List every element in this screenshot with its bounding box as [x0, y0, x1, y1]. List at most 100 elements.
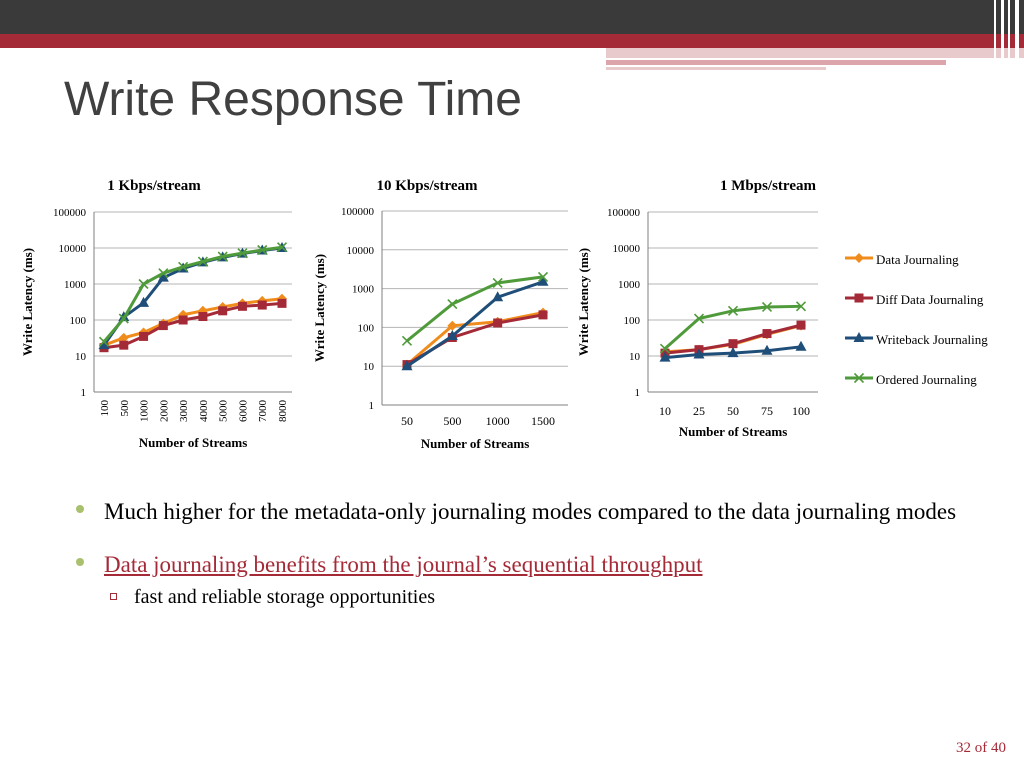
y-tick-label: 100000 — [607, 207, 641, 219]
bullet-list: Much higher for the metadata-only journa… — [76, 494, 976, 612]
legend-marker — [845, 332, 873, 342]
data-point — [138, 296, 150, 307]
legend-item: Data Journaling — [844, 246, 1024, 286]
series-group — [401, 271, 549, 346]
x-tick-label: 8000 — [277, 400, 289, 423]
y-tick-label: 1000 — [64, 279, 87, 291]
data-point — [537, 271, 549, 282]
data-point — [98, 339, 110, 350]
data-point — [761, 301, 773, 313]
series-line — [406, 311, 544, 366]
data-point — [493, 318, 503, 328]
bullet-item: Data journaling benefits from the journa… — [76, 547, 976, 582]
data-point — [727, 305, 739, 316]
data-point — [492, 277, 503, 288]
x-tick-label: 50 — [401, 414, 413, 428]
data-point — [237, 248, 248, 259]
data-point — [761, 344, 773, 355]
accent-stripe — [606, 67, 826, 70]
decorative-lines — [990, 0, 1024, 70]
data-point — [276, 242, 288, 253]
chart-1mbps: 1 Mbps/stream 1 10 100 1000 10000 100000 10 25 50… — [576, 178, 818, 439]
bullet-text: Data journaling benefits from the journa… — [104, 552, 703, 577]
sub-bullet-square-icon — [110, 593, 117, 600]
chart-title: 10 Kbps/stream — [377, 178, 478, 194]
legend-marker — [845, 372, 873, 384]
series-group — [659, 340, 807, 362]
series-line — [406, 275, 544, 343]
legend-item: Writeback Journaling — [844, 326, 1024, 366]
x-tick-label: 2000 — [158, 400, 170, 423]
chart-1kbps: 1 Kbps/stream 1 10 100 1000 10000 100000 100 500… — [20, 178, 292, 450]
y-tick-label: 10000 — [613, 243, 641, 255]
data-point — [796, 320, 806, 330]
series-line — [103, 301, 283, 350]
x-tick-label: 1000 — [486, 414, 510, 428]
data-point — [795, 340, 807, 351]
data-point — [197, 256, 208, 267]
x-tick-label: 4000 — [198, 400, 210, 423]
x-axis-label: Number of Streams — [679, 424, 788, 439]
data-point — [157, 271, 169, 282]
sub-bullet-text: fast and reliable storage opportunities — [134, 586, 436, 608]
data-point — [118, 313, 129, 324]
x-tick-label: 7000 — [257, 400, 269, 423]
x-tick-label: 500 — [119, 400, 131, 417]
series-group — [98, 242, 288, 347]
data-point — [795, 301, 807, 312]
y-tick-label: 10 — [629, 351, 641, 363]
data-point — [659, 351, 671, 362]
accent-stripe — [606, 60, 946, 65]
data-point — [693, 313, 705, 324]
data-point — [218, 306, 228, 316]
x-tick-label: 10 — [659, 404, 671, 418]
data-point — [237, 301, 247, 311]
bullet-item: Much higher for the metadata-only journa… — [76, 494, 976, 529]
chart-10kbps: 10 Kbps/stream 1 10 100 1000 10000 100000 50 500… — [312, 178, 568, 451]
page-number: 32 of 40 — [956, 740, 1006, 756]
chart-title: 1 Kbps/stream — [107, 178, 201, 194]
bullet-dot-icon — [76, 505, 84, 513]
series-line — [102, 245, 283, 343]
data-point — [139, 331, 149, 341]
legend-point — [854, 253, 864, 263]
legend-point — [853, 372, 865, 384]
chart-title: 1 Mbps/stream — [720, 178, 816, 194]
x-tick-label: 3000 — [178, 400, 190, 423]
legend-label: Diff Data Journaling — [876, 292, 984, 307]
legend-item: Ordered Journaling — [844, 366, 1024, 406]
series-line — [103, 297, 283, 347]
legend-item: Diff Data Journaling — [844, 286, 1024, 326]
data-point — [538, 310, 548, 320]
data-point — [277, 298, 287, 308]
chart-legend: Data Journaling Diff Data Journaling Wri… — [844, 246, 1024, 406]
data-point — [492, 291, 504, 302]
data-point — [728, 339, 738, 349]
legend-label: Ordered Journaling — [876, 372, 977, 387]
legend-point — [853, 332, 865, 342]
data-point — [158, 321, 168, 331]
series-group — [99, 298, 287, 353]
data-point — [118, 332, 129, 343]
series-group — [401, 275, 549, 371]
legend-label: Writeback Journaling — [876, 332, 988, 347]
legend-marker — [845, 293, 873, 303]
x-tick-label: 500 — [443, 414, 461, 428]
y-tick-label: 1000 — [352, 284, 375, 296]
series-group — [402, 310, 548, 370]
legend-point — [854, 293, 864, 303]
x-tick-label: 1000 — [139, 400, 151, 423]
accent-band — [0, 34, 1024, 48]
sub-bullet-item: fast and reliable storage opportunities — [76, 582, 976, 612]
top-banner — [0, 0, 1024, 34]
data-point — [119, 340, 129, 350]
data-point — [447, 320, 458, 331]
series-line — [102, 246, 283, 347]
slide-title: Write Response Time — [64, 73, 522, 126]
x-tick-label: 75 — [761, 404, 773, 418]
series-line — [406, 280, 544, 368]
series-group — [659, 301, 807, 354]
x-tick-label: 1500 — [531, 414, 555, 428]
y-tick-label: 100 — [358, 322, 375, 334]
series-group — [98, 242, 288, 350]
